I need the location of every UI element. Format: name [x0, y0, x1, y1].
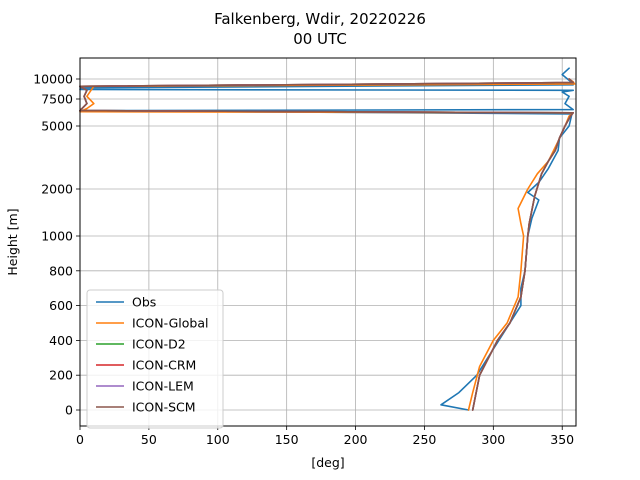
- series-layer: [79, 67, 576, 411]
- legend-label: Obs: [132, 295, 156, 310]
- legend-label: ICON-Global: [132, 316, 208, 331]
- y-tick-label: 7500: [41, 92, 73, 107]
- legend-label: ICON-SCM: [132, 400, 196, 415]
- legend-box: [86, 289, 224, 429]
- chart-title: Falkenberg, Wdir, 20220226: [214, 10, 426, 28]
- x-tick-label: 200: [344, 432, 368, 447]
- y-tick-label: 10000: [33, 72, 73, 87]
- y-tick-label: 5000: [41, 119, 73, 134]
- y-tick-label: 1000: [41, 229, 73, 244]
- x-tick-label: 300: [481, 432, 505, 447]
- x-tick-label: 250: [413, 432, 437, 447]
- legend: Obs ICON-Global ICON-D2 ICON-CRM ICON-LEM ICO…: [86, 289, 224, 429]
- x-tick-label: 150: [275, 432, 299, 447]
- series-line-icon-scm: [79, 78, 574, 411]
- y-axis-ticks: 0 200 400 600 800 1000 2000 5000 7500 10000: [33, 72, 80, 418]
- legend-label: ICON-CRM: [132, 358, 196, 373]
- y-tick-label: 600: [49, 298, 73, 313]
- y-tick-label: 800: [49, 263, 73, 278]
- x-axis-ticks: 0 50 100 150 200 250 300 350: [76, 426, 574, 447]
- legend-label: ICON-D2: [132, 337, 186, 352]
- y-axis-label: Height [m]: [5, 208, 20, 275]
- x-tick-label: 100: [206, 432, 230, 447]
- x-axis-label: [deg]: [311, 455, 344, 470]
- y-tick-label: 2000: [41, 182, 73, 197]
- plot-area-frame: [79, 57, 577, 427]
- y-tick-label: 200: [49, 368, 73, 383]
- series-line-icon-global: [79, 78, 576, 411]
- legend-label: ICON-LEM: [132, 379, 194, 394]
- x-tick-label: 350: [550, 432, 574, 447]
- x-tick-label: 0: [76, 432, 84, 447]
- x-tick-label: 50: [141, 432, 157, 447]
- chart-subtitle: 00 UTC: [293, 30, 347, 48]
- y-tick-label: 400: [49, 333, 73, 348]
- y-tick-label: 0: [65, 403, 73, 418]
